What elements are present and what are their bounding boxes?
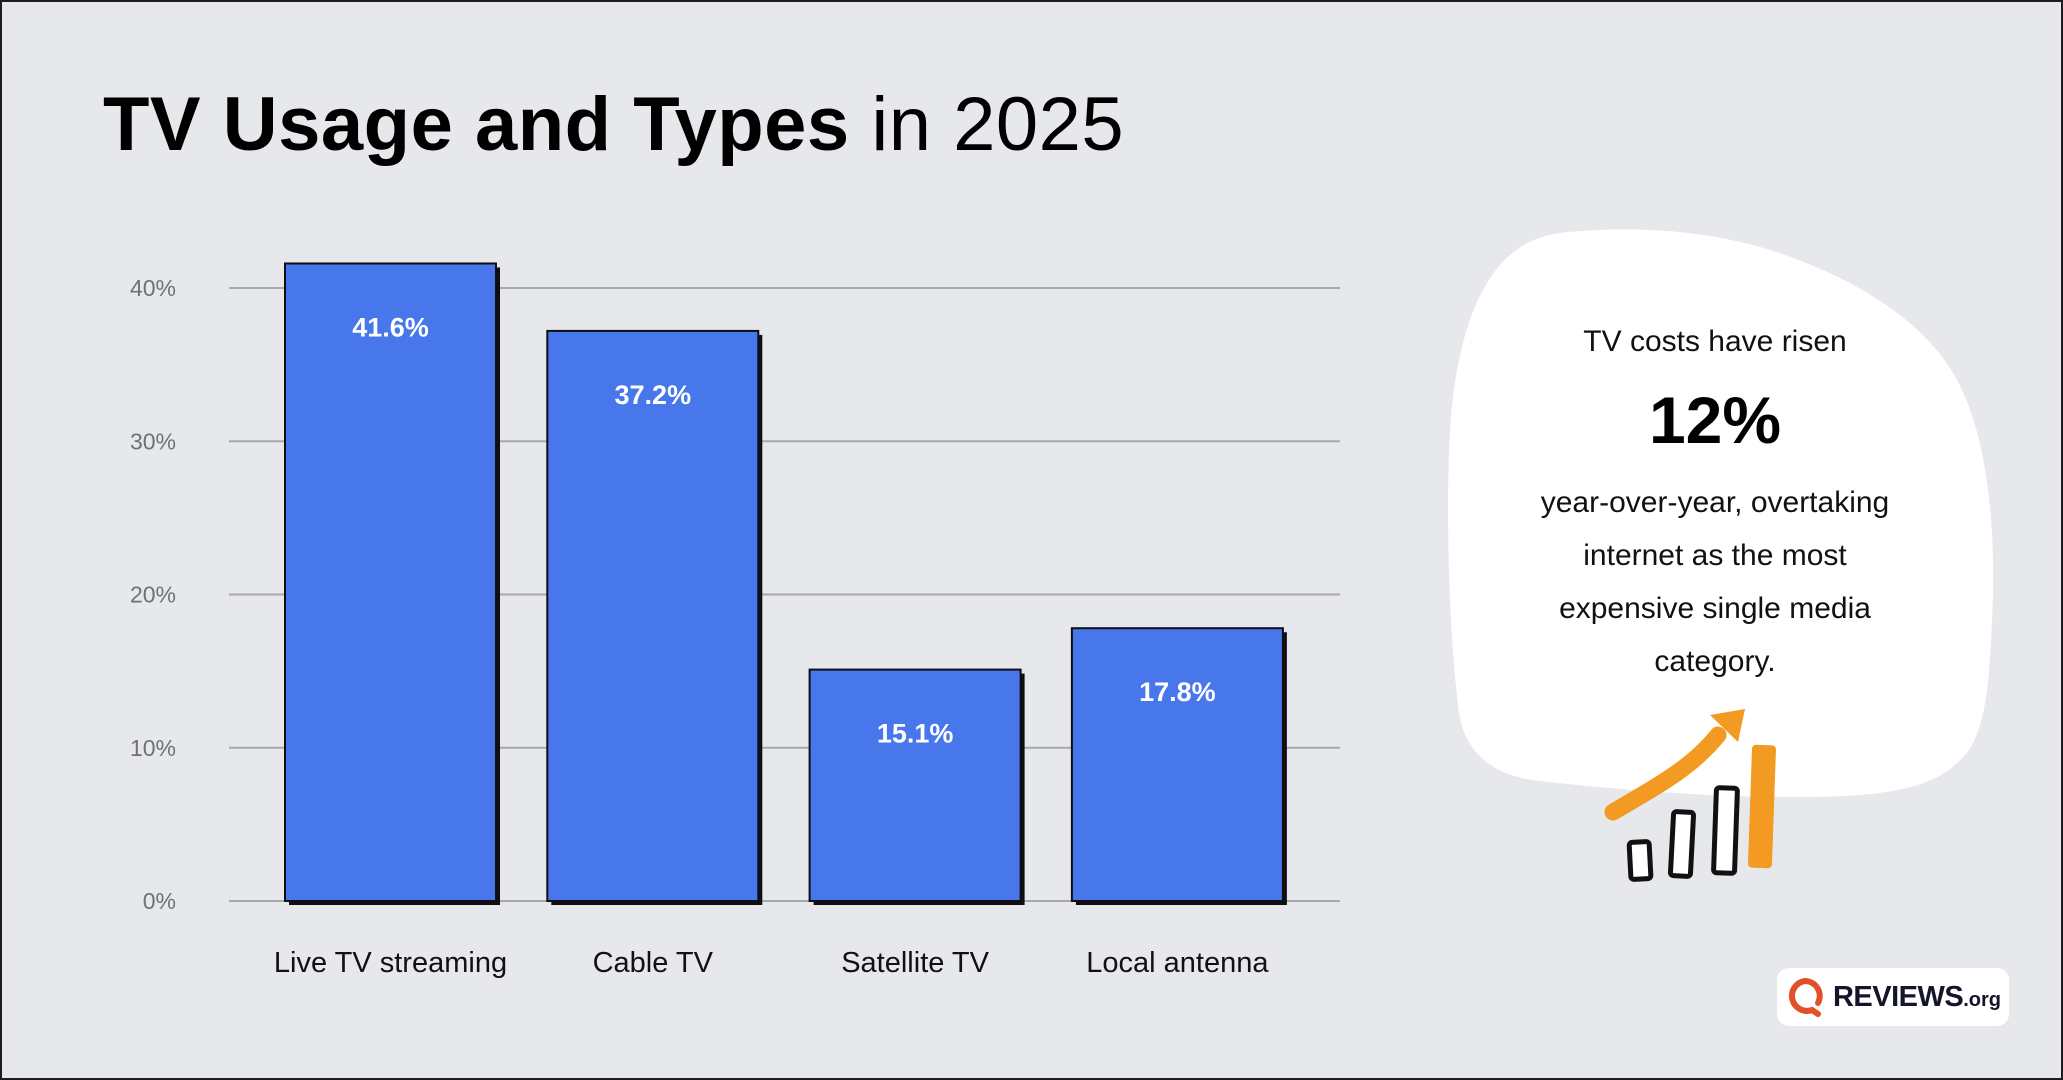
reviews-q-icon [1788, 978, 1823, 1017]
arrow-head [1710, 709, 1745, 742]
y-tick-label: 0% [143, 888, 176, 914]
callout-body: year-over-year, overtaking internet as t… [1480, 476, 1950, 688]
y-axis-ticks: 0% 10% 20% 30% 40% [130, 275, 176, 914]
bar [546, 329, 760, 903]
bar-value-label: 17.8% [1139, 677, 1216, 707]
y-tick-label: 10% [130, 735, 176, 761]
callout-body-line: internet as the most [1583, 539, 1847, 572]
callout-body-line: expensive single media [1559, 592, 1871, 625]
callout: TV costs have risen 12% year-over-year, … [1480, 322, 1950, 688]
bar [808, 668, 1022, 903]
bar-value-label: 41.6% [352, 312, 429, 342]
callout-lead: TV costs have risen [1583, 325, 1847, 358]
callout-blob [1448, 229, 1994, 798]
bar-value-label: 15.1% [877, 719, 954, 749]
callout-stat: 12% [1648, 383, 1782, 457]
x-tick-label: Live TV streaming [274, 947, 507, 979]
icon-bar-3 [1711, 785, 1740, 876]
bar [284, 262, 497, 903]
logo-tld: .org [1963, 988, 2002, 1011]
arrow-shaft [1604, 726, 1727, 821]
bar [1070, 627, 1284, 903]
icon-bar-2 [1667, 809, 1697, 879]
rising-bar-chart-with-arrow-icon [1604, 709, 1776, 882]
x-tick-label: Cable TV [593, 947, 714, 979]
y-tick-label: 20% [130, 582, 176, 608]
icon-bar-1 [1626, 839, 1654, 882]
title-year: in 2025 [871, 82, 1125, 167]
reviews-logo[interactable]: REVIEWS.org [1777, 968, 2009, 1026]
bars [284, 262, 1287, 906]
bar-value-labels: 41.6% 37.2% 15.1% 17.8% [352, 312, 1215, 748]
x-axis-ticks: Live TV streaming Cable TV Satellite TV Loc… [274, 947, 1269, 979]
bar-value-label: 37.2% [615, 380, 692, 410]
x-tick-label: Local antenna [1086, 947, 1269, 979]
y-tick-label: 30% [130, 428, 176, 454]
callout-body-line: category. [1654, 645, 1776, 678]
x-tick-label: Satellite TV [841, 947, 989, 979]
callout-body-line: year-over-year, overtaking [1540, 486, 1890, 519]
y-tick-label: 40% [130, 275, 176, 301]
logo-word: REVIEWS [1832, 980, 1964, 1013]
icon-bar-4-orange [1747, 744, 1776, 869]
title-bold: TV Usage and Types [103, 82, 850, 167]
page-title: TV Usage and Types in 2025 [103, 80, 1124, 170]
